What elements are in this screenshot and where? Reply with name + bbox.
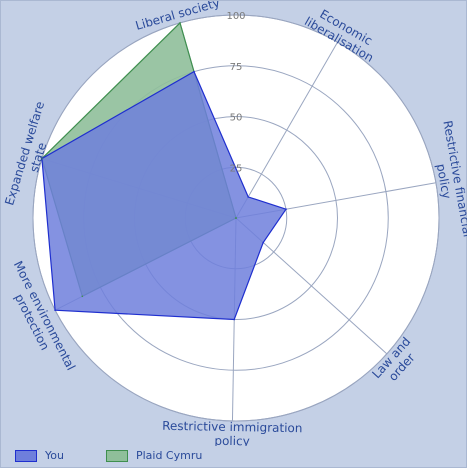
point-you-economic-liberalisation bbox=[247, 196, 249, 198]
point-plaid-cymru-restrictive-immigration-policy bbox=[235, 217, 237, 219]
grid-ring-100 bbox=[32, 14, 440, 422]
legend-item-you[interactable]: You bbox=[15, 449, 64, 462]
legend: You Plaid Cymru bbox=[15, 449, 244, 462]
legend-label-plaid-cymru: Plaid Cymru bbox=[135, 449, 203, 462]
series-area-you[interactable] bbox=[41, 70, 287, 321]
axis-line-economic-liberalisation bbox=[235, 41, 338, 219]
point-you-more-environmental-protection bbox=[54, 309, 56, 312]
tick-label-100: 100 bbox=[226, 11, 245, 22]
point-you-liberal-society bbox=[193, 70, 195, 73]
legend-swatch-plaid-cymru bbox=[105, 449, 128, 462]
point-plaid-cymru-expanded-welfare-state bbox=[41, 157, 43, 160]
axis-label-restrictive-immigration-policy: Restrictive immigrationpolicy bbox=[162, 419, 303, 446]
point-plaid-cymru-liberal-society bbox=[179, 22, 181, 24]
tick-label-75: 75 bbox=[230, 62, 243, 73]
point-you-law-and-order bbox=[262, 241, 265, 244]
legend-swatch-you bbox=[15, 449, 37, 462]
legend-label-you: You bbox=[45, 449, 64, 462]
svg-text:Restrictive immigrationpolicy: Restrictive immigrationpolicy bbox=[162, 419, 303, 446]
tick-label-50: 50 bbox=[230, 113, 243, 124]
point-you-restrictive-financial-policy bbox=[285, 208, 287, 210]
point-plaid-cymru-more-environmental-protection bbox=[81, 295, 84, 298]
legend-item-plaid-cymru[interactable]: Plaid Cymru bbox=[105, 449, 203, 462]
point-you-restrictive-immigration-policy bbox=[233, 318, 235, 321]
tick-label-25: 25 bbox=[230, 163, 243, 174]
